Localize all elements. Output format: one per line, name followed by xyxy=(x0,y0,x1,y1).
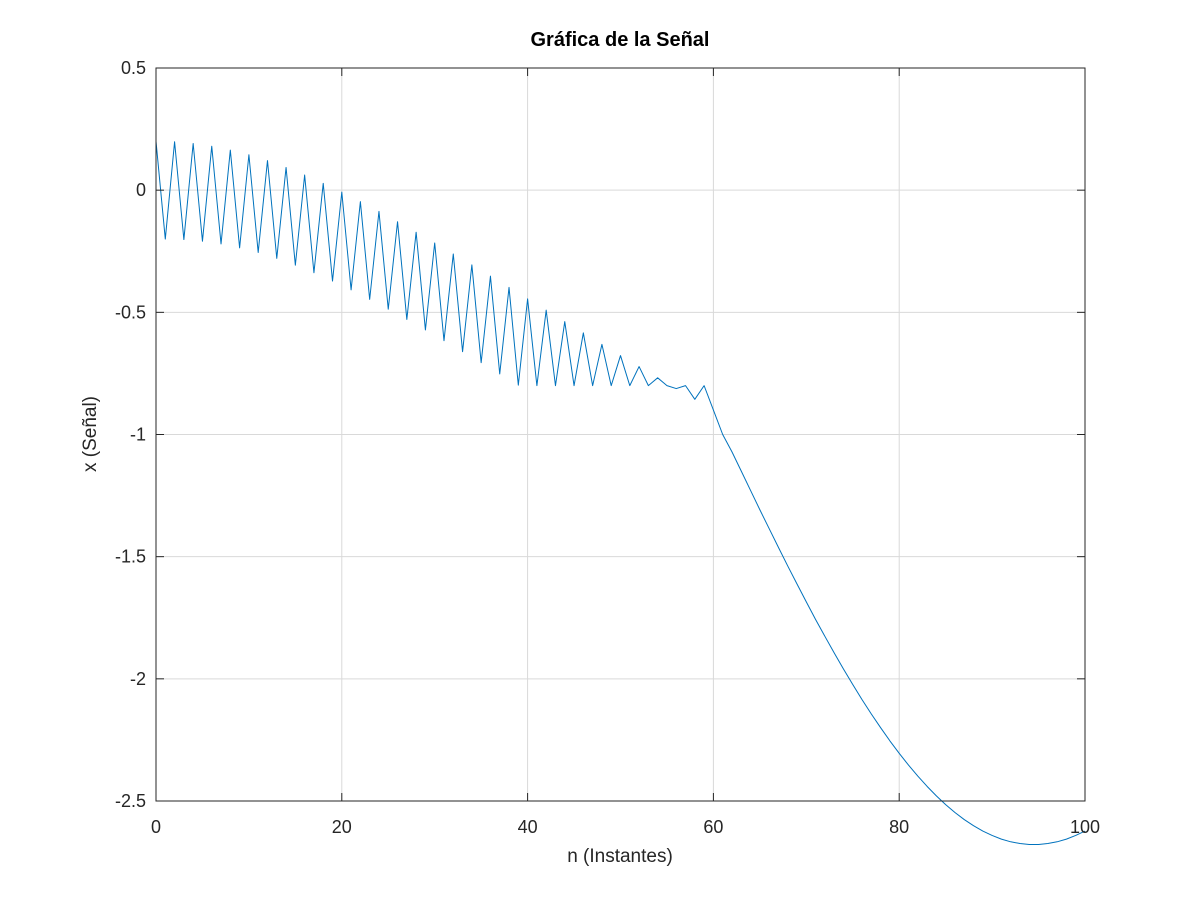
x-tick-label: 100 xyxy=(1070,817,1100,837)
y-axis-label: x (Señal) xyxy=(80,396,101,472)
x-tick-label: 80 xyxy=(889,817,909,837)
axes: 0 20 40 60 80 100 -2.5 -2 -1.5 -1 -0.5 0 0.5 xyxy=(115,58,1100,837)
y-tick-label: -2.5 xyxy=(115,791,146,811)
y-tick-label: -2 xyxy=(130,669,146,689)
y-tick-label: -1 xyxy=(130,425,146,445)
y-tick-label: -1.5 xyxy=(115,547,146,567)
chart-title: Gráfica de la Señal xyxy=(531,29,710,51)
x-tick-label: 20 xyxy=(332,817,352,837)
y-tick-label: 0.5 xyxy=(121,58,146,78)
series-line xyxy=(155,141,1086,845)
y-tick-label: 0 xyxy=(136,180,146,200)
x-tick-label: 40 xyxy=(518,817,538,837)
y-tick-label: -0.5 xyxy=(115,302,146,322)
x-axis-label: n (Instantes) xyxy=(567,846,673,867)
x-tick-label: 0 xyxy=(151,817,161,837)
plot-area xyxy=(155,141,1086,845)
x-tick-label: 60 xyxy=(703,817,723,837)
